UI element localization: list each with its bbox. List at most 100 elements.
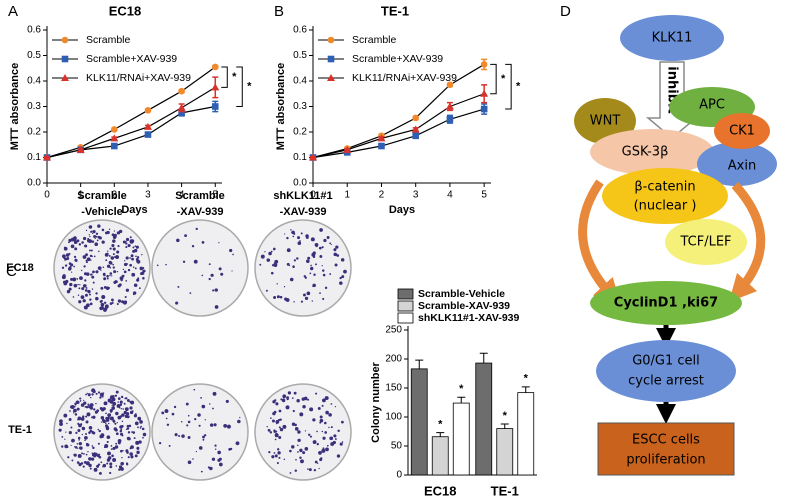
colony — [122, 408, 125, 410]
colony — [259, 263, 262, 266]
significance-bracket — [505, 63, 512, 110]
colony — [223, 423, 228, 428]
colony — [81, 241, 84, 244]
colony — [292, 235, 295, 238]
colony — [279, 427, 284, 432]
colony — [109, 416, 114, 421]
colony — [201, 404, 206, 409]
colony — [105, 412, 107, 415]
point — [111, 126, 118, 133]
colony — [134, 421, 139, 426]
colony — [136, 446, 140, 450]
colony — [79, 276, 83, 281]
colony — [176, 238, 180, 243]
bar — [517, 392, 535, 476]
colony — [85, 261, 88, 264]
colony — [94, 242, 99, 247]
colony — [266, 258, 271, 262]
colony — [273, 263, 278, 267]
colony — [185, 402, 189, 406]
colony — [89, 467, 92, 470]
colony — [321, 404, 324, 407]
colony — [78, 446, 82, 450]
colony — [193, 259, 198, 264]
colony — [81, 452, 83, 455]
colony — [80, 269, 83, 272]
colony — [102, 266, 105, 269]
legend-label: KLK11/RNAi+XAV-939 — [86, 72, 191, 84]
colony — [106, 458, 111, 462]
colony — [98, 455, 102, 459]
colony — [122, 449, 124, 452]
colony — [91, 230, 93, 232]
colony — [92, 446, 95, 450]
colony — [123, 270, 127, 274]
colony — [273, 296, 277, 299]
colony — [90, 259, 92, 261]
colony — [312, 440, 317, 444]
colony — [272, 411, 276, 416]
y-tick-label: 0 — [396, 470, 402, 481]
photo-column-label: Scramble — [77, 190, 127, 202]
colony — [85, 229, 88, 232]
point — [178, 109, 185, 117]
error-bar — [415, 359, 424, 369]
colony — [132, 246, 135, 249]
colony — [111, 404, 113, 407]
colony — [126, 415, 130, 419]
y-tick-label: 0.0 — [293, 178, 307, 189]
colony — [126, 399, 130, 402]
colony — [294, 469, 298, 472]
colony — [121, 425, 124, 428]
point — [480, 105, 488, 113]
colony — [274, 438, 277, 441]
colony — [85, 272, 90, 276]
node-label: G0/G1 cell — [632, 354, 700, 369]
colony — [125, 288, 130, 292]
y-tick-label: 100 — [385, 412, 402, 423]
colony — [268, 251, 272, 256]
colony — [100, 421, 103, 423]
x-tick-label: 4 — [447, 190, 453, 201]
colony — [142, 269, 146, 273]
colony — [142, 436, 144, 439]
significance-mark: * — [524, 373, 529, 385]
colony — [136, 450, 140, 455]
colony — [116, 270, 119, 273]
panel-letter: A — [8, 3, 18, 20]
point — [480, 89, 489, 97]
colony — [123, 274, 125, 277]
colony — [130, 455, 134, 459]
colony — [132, 291, 137, 295]
colony — [134, 454, 138, 458]
colony — [105, 259, 108, 262]
colony — [115, 280, 118, 283]
significance-mark: * — [503, 410, 508, 422]
colony — [86, 238, 91, 243]
colony — [78, 463, 82, 467]
colony — [135, 413, 137, 415]
colony — [72, 296, 75, 298]
colony — [63, 280, 66, 284]
colony — [73, 283, 78, 288]
colony — [105, 420, 108, 422]
colony — [94, 237, 96, 240]
colony — [267, 428, 271, 432]
colony — [86, 443, 90, 447]
colony — [194, 417, 197, 421]
colony — [317, 462, 319, 464]
colony — [67, 456, 70, 459]
colony — [232, 253, 234, 256]
colony — [66, 289, 71, 294]
colony — [103, 301, 107, 304]
colony — [78, 441, 82, 446]
colony — [109, 266, 112, 269]
colony — [73, 265, 75, 268]
colony — [95, 235, 98, 238]
colony — [112, 263, 114, 266]
colony — [109, 409, 113, 413]
colony — [115, 390, 119, 394]
colony — [118, 406, 121, 409]
colony — [187, 436, 191, 439]
colony — [94, 452, 98, 457]
